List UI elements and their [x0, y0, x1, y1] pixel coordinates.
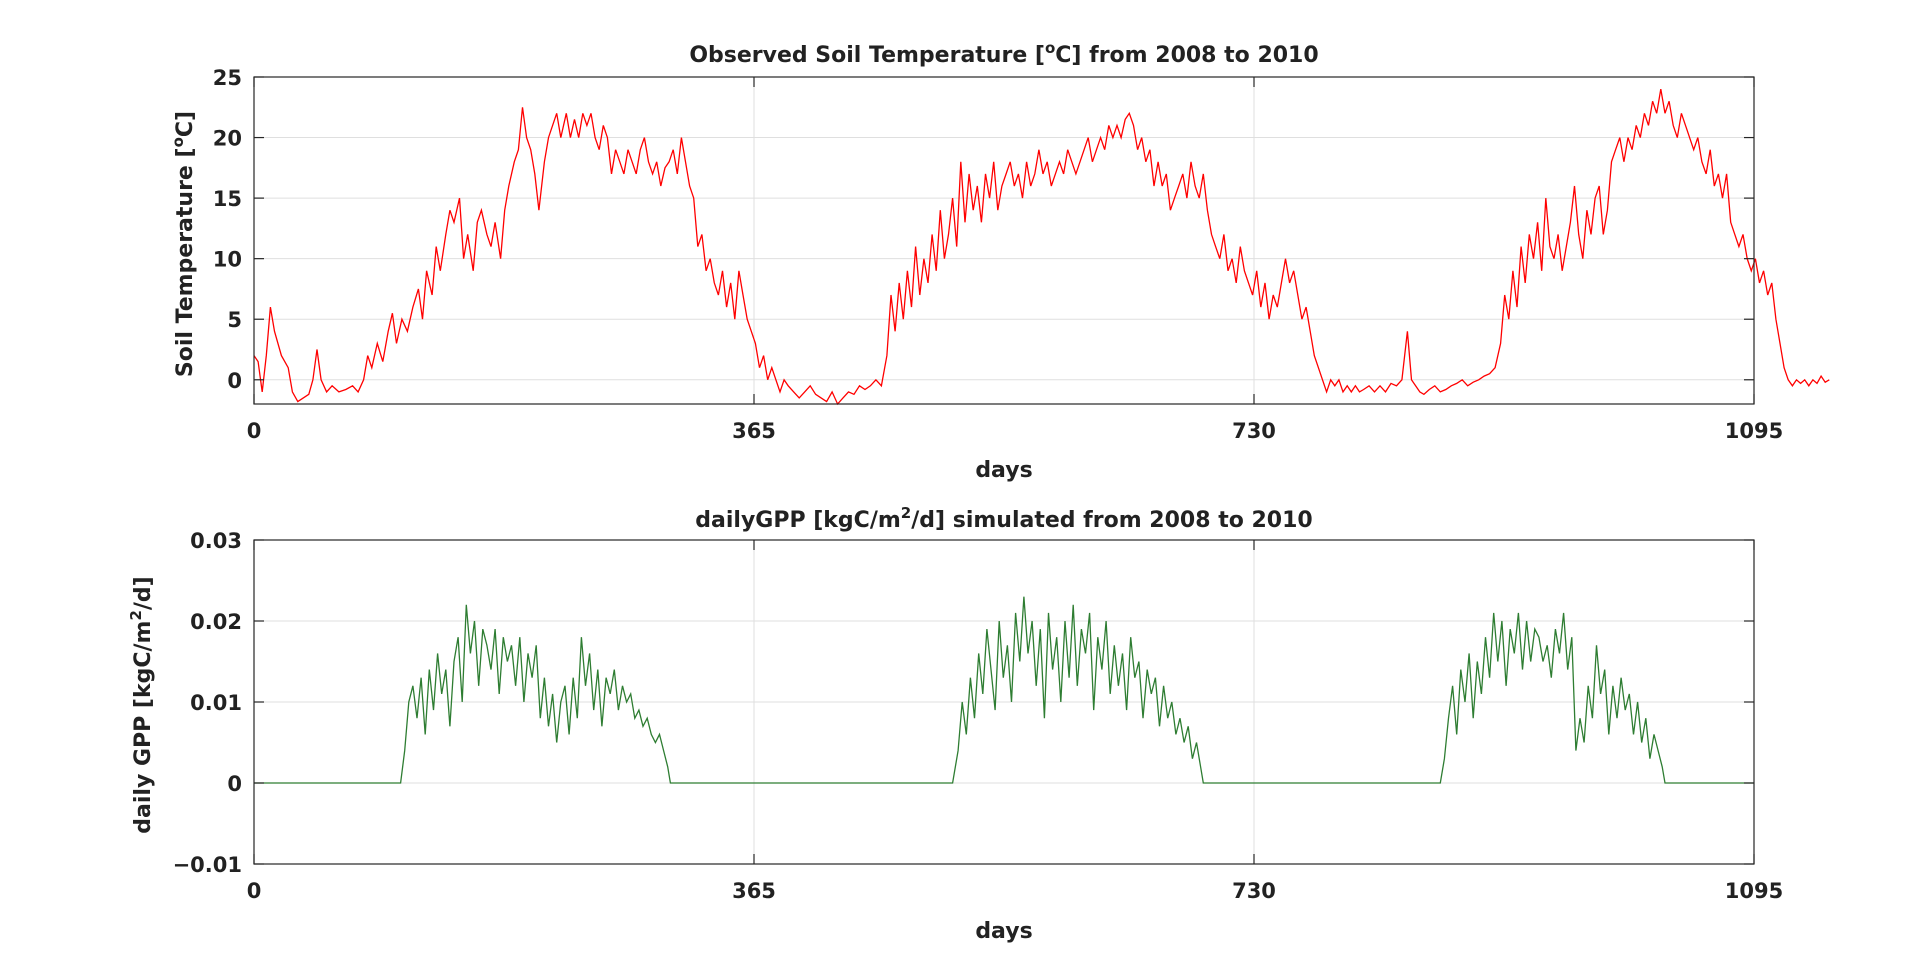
daily-gpp-ytick-label-0: −0.01 [173, 853, 242, 877]
soil-temperature-ytick-label-2: 10 [213, 248, 242, 272]
soil-temperature-xtick-label-3: 1095 [1725, 419, 1783, 443]
soil-temperature-axes-frame [253, 76, 1755, 405]
daily-gpp-ytick-label-4: 0.03 [190, 529, 242, 553]
soil-temperature-ytick-label-4: 20 [213, 127, 242, 151]
soil-temperature-ytick-label-5: 25 [213, 66, 242, 90]
soil-temperature-ticks: 0 365 730 1095 0 5 10 15 20 25 [213, 66, 1783, 443]
daily-gpp-title: dailyGPP [kgC/m2/d] simulated from 2008 … [695, 504, 1312, 533]
daily-gpp-xtick-label-3: 1095 [1725, 879, 1783, 903]
daily-gpp-xlabel: days [975, 919, 1032, 944]
soil-temperature-ytick-label-3: 15 [213, 187, 242, 211]
daily-gpp-ylabel: daily GPP [kgC/m2/d] [127, 576, 156, 833]
soil-temperature-ytick-label-0: 0 [227, 369, 242, 393]
daily-gpp-ytick-label-2: 0.01 [190, 691, 242, 715]
daily-gpp-xtick-label-2: 730 [1232, 879, 1276, 903]
soil-temperature-xtick-label-1: 365 [732, 419, 776, 443]
soil-temperature-title: Observed Soil Temperature [oC] from 2008… [689, 39, 1318, 68]
daily-gpp-ytick-label-3: 0.02 [190, 610, 242, 634]
daily-gpp-ytick-label-1: 0 [227, 772, 242, 796]
daily-gpp-xtick-label-1: 365 [732, 879, 776, 903]
soil-temperature-line [253, 88, 1830, 406]
daily-gpp-grid [254, 540, 1754, 864]
soil-temperature-xtick-label-0: 0 [247, 419, 262, 443]
soil-temperature-ylabel: Soil Temperature [oC] [169, 111, 198, 377]
soil-temperature-plot: 0 365 730 1095 0 5 10 15 20 25 Observed Soil Temp… [169, 39, 1830, 483]
soil-temperature-xlabel: days [975, 458, 1032, 483]
soil-temperature-grid [254, 77, 1754, 404]
daily-gpp-xtick-label-0: 0 [247, 879, 262, 903]
daily-gpp-line [254, 596, 1754, 784]
soil-temperature-ytick-label-1: 5 [227, 308, 242, 332]
soil-temperature-xtick-label-2: 730 [1232, 419, 1276, 443]
